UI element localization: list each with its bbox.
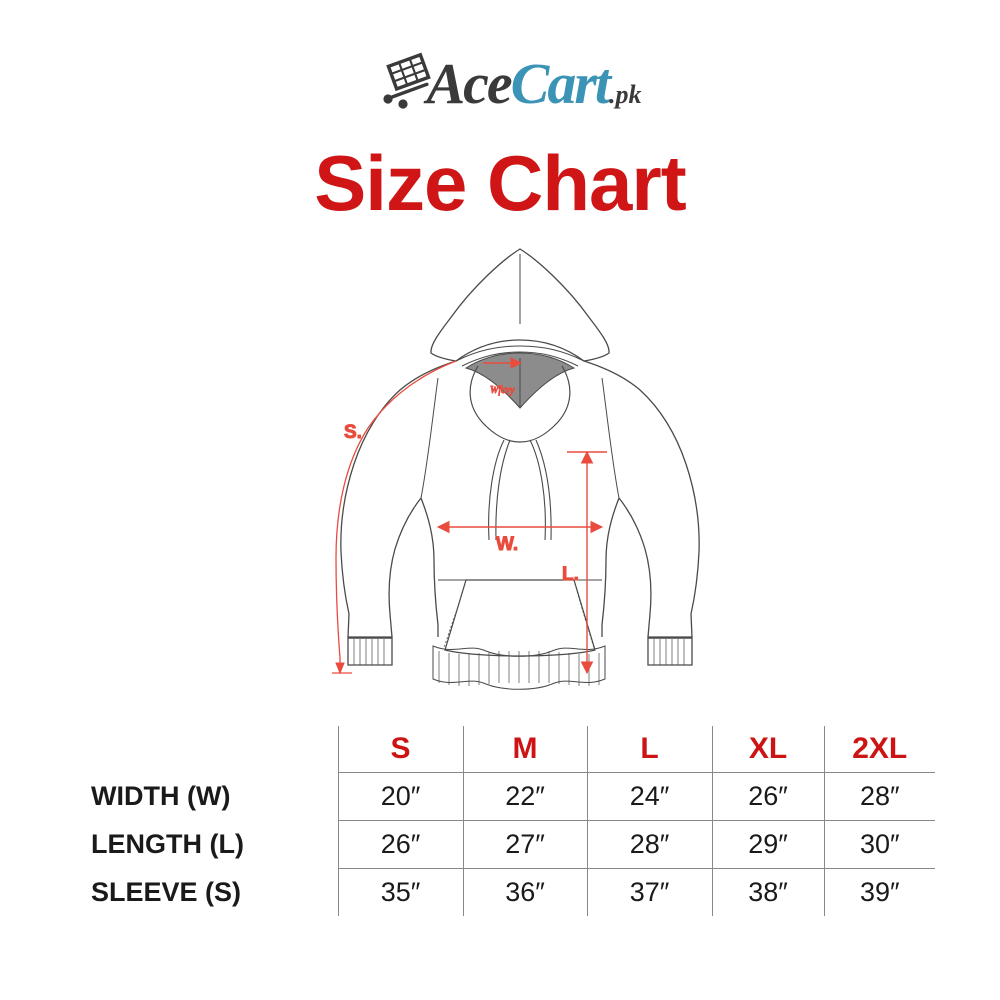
svg-text:L.: L. (562, 564, 579, 585)
svg-text:S.: S. (344, 422, 362, 443)
svg-text:Wfcvy: Wfcvy (490, 385, 515, 396)
svg-text:W.: W. (496, 534, 518, 555)
